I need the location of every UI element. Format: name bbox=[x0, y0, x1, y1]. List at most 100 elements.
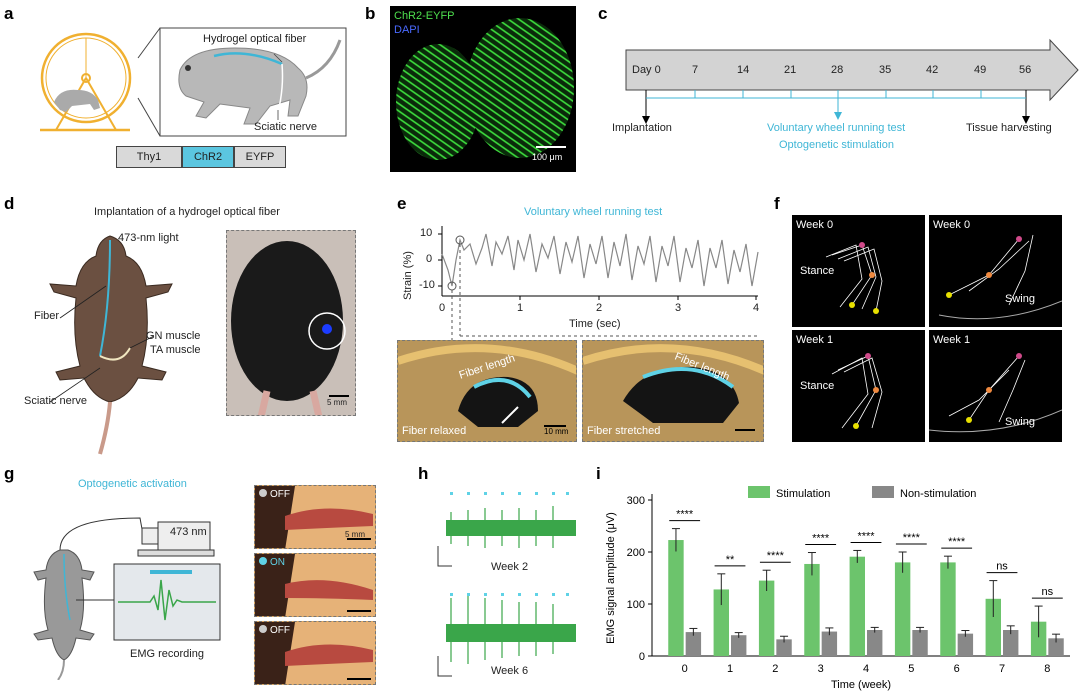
gait-tile-week1-stance: Week 1 Stance bbox=[792, 330, 925, 442]
panel-label-f: f bbox=[774, 194, 780, 213]
bar-non-stimulation bbox=[912, 630, 928, 656]
strain-trace-chart bbox=[438, 226, 759, 340]
fiber-label-a: Hydrogel optical fiber bbox=[203, 33, 307, 45]
construct-eyfp: EYFP bbox=[234, 146, 286, 168]
laser-label: 473 nm bbox=[170, 526, 207, 538]
y-tick-label: 200 bbox=[627, 547, 645, 559]
x-tick-label: 2 bbox=[772, 663, 778, 675]
x-tick-label: 3 bbox=[818, 663, 824, 675]
significance-label: **** bbox=[948, 536, 966, 548]
gait-tile-week0-stance: Week 0 Stance bbox=[792, 215, 925, 327]
bar-non-stimulation bbox=[731, 635, 747, 656]
fiber-label-d: Fiber bbox=[34, 310, 60, 322]
x-tick-label: 6 bbox=[954, 663, 960, 675]
day-14: 14 bbox=[737, 64, 750, 76]
x-tick-label: 1 bbox=[727, 663, 733, 675]
week6-label: Week 6 bbox=[491, 665, 529, 677]
bar-stimulation bbox=[849, 556, 865, 656]
tile3-phase: Stance bbox=[800, 380, 835, 392]
x-tick-label: 4 bbox=[863, 663, 869, 675]
photo-fiber-relaxed: Fiber length Fiber relaxed 10 mm bbox=[397, 340, 577, 442]
scale-bar-e2 bbox=[735, 429, 755, 431]
y-axis-label: EMG signal amplitude (μV) bbox=[605, 512, 617, 644]
gait-tile-week1-swing: Week 1 Swing bbox=[929, 330, 1062, 442]
day-56: 56 bbox=[1019, 64, 1032, 76]
day-42: 42 bbox=[926, 64, 939, 76]
mouse-dorsal-illustration bbox=[49, 235, 173, 455]
construct-thy1: Thy1 bbox=[116, 146, 182, 168]
scale-label-d: 5 mm bbox=[327, 398, 347, 407]
significance-label: **** bbox=[903, 532, 921, 544]
x-tick-label: 0 bbox=[682, 663, 688, 675]
panel-label-i: i bbox=[596, 464, 601, 483]
xtick-3: 3 bbox=[675, 302, 682, 314]
bar-non-stimulation bbox=[867, 630, 883, 656]
tile4-phase: Swing bbox=[1005, 416, 1035, 428]
day-21: 21 bbox=[784, 64, 797, 76]
legend-swatch-non-stimulation bbox=[872, 486, 894, 498]
strain-ylabel: Strain (%) bbox=[402, 251, 414, 300]
xtick-0: 0 bbox=[439, 302, 446, 314]
state-off-2: OFF bbox=[259, 625, 290, 636]
emg-traces bbox=[437, 492, 576, 677]
scale-label-g: 5 mm bbox=[345, 530, 365, 539]
x-axis-label: Time (week) bbox=[831, 679, 891, 691]
panel-label-d: d bbox=[4, 194, 15, 213]
x-tick-label: 7 bbox=[999, 663, 1005, 675]
ta-muscle-label: TA muscle bbox=[150, 344, 201, 356]
significance-label: ** bbox=[726, 554, 735, 566]
panel-a-illustration bbox=[40, 27, 347, 137]
sciatic-label-d: Sciatic nerve bbox=[24, 395, 87, 407]
bar-stimulation bbox=[713, 589, 729, 656]
legend-swatch-stimulation bbox=[748, 486, 770, 498]
confocal-image: ChR2-EYFP DAPI 100 μm bbox=[390, 6, 576, 172]
bar-stimulation bbox=[940, 562, 956, 656]
ytick-neg10: -10 bbox=[419, 279, 435, 291]
photo-fiber-stretched: Fiber length Fiber stretched bbox=[582, 340, 764, 442]
nerve-label-a: Sciatic nerve bbox=[254, 121, 317, 133]
tile4-week: Week 1 bbox=[933, 334, 971, 346]
bar-non-stimulation bbox=[685, 632, 702, 656]
x-tick-label: 5 bbox=[908, 663, 914, 675]
panel-label-e: e bbox=[397, 194, 407, 213]
day-35: 35 bbox=[879, 64, 892, 76]
state-on: ON bbox=[259, 557, 285, 568]
scale-bar-b bbox=[536, 146, 566, 148]
bar-non-stimulation bbox=[1048, 638, 1064, 656]
scale-bar-g bbox=[347, 538, 371, 540]
photo-on: ON bbox=[254, 553, 376, 617]
xtick-2: 2 bbox=[596, 302, 603, 314]
bar-stimulation bbox=[985, 598, 1001, 656]
scale-label-b: 100 μm bbox=[532, 152, 563, 162]
bar-stimulation bbox=[804, 563, 820, 656]
stretched-label: Fiber stretched bbox=[587, 425, 661, 437]
stain-dapi-label: DAPI bbox=[394, 24, 420, 36]
panel-label-g: g bbox=[4, 464, 15, 483]
scale-bar-g2 bbox=[347, 610, 371, 612]
light-label: 473-nm light bbox=[118, 232, 179, 244]
tile1-week: Week 0 bbox=[796, 219, 834, 231]
bar-non-stimulation bbox=[957, 633, 974, 656]
bar-stimulation bbox=[894, 562, 911, 656]
significance-label: **** bbox=[857, 530, 875, 542]
panel-label-c: c bbox=[598, 4, 608, 23]
photo-off-2: OFF bbox=[254, 621, 376, 685]
relaxed-label: Fiber relaxed bbox=[402, 425, 467, 437]
strain-xlabel: Time (sec) bbox=[569, 318, 621, 330]
stain-chr2-label: ChR2-EYFP bbox=[394, 10, 455, 22]
gait-tile-week0-swing: Week 0 Swing bbox=[929, 215, 1062, 327]
panel-label-b: b bbox=[365, 4, 376, 23]
y-tick-label: 300 bbox=[627, 495, 645, 507]
panel-e-title: Voluntary wheel running test bbox=[524, 206, 663, 218]
ytick-10: 10 bbox=[420, 227, 433, 239]
x-tick-label: 8 bbox=[1044, 663, 1050, 675]
panel-label-a: a bbox=[4, 4, 14, 23]
tile1-phase: Stance bbox=[800, 265, 835, 277]
implantation-label: Implantation bbox=[612, 122, 672, 134]
bar-non-stimulation bbox=[776, 639, 792, 656]
y-tick-label: 0 bbox=[639, 651, 645, 663]
day-7: 7 bbox=[692, 64, 699, 76]
day-49: 49 bbox=[974, 64, 987, 76]
panel-d-title: Implantation of a hydrogel optical fiber bbox=[94, 206, 280, 218]
wheel-test-label: Voluntary wheel running test bbox=[767, 122, 906, 134]
